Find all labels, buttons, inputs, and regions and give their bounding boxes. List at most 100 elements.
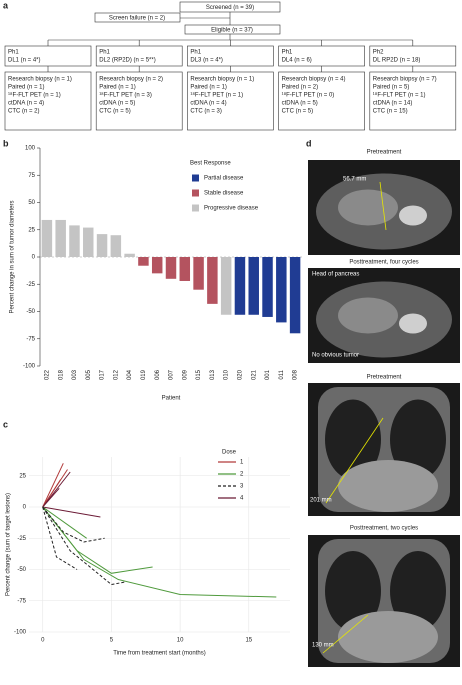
x-tick-label: 007 xyxy=(169,369,175,380)
x-tick-label: 009 xyxy=(182,369,188,380)
arm-detail: Paired (n = 1) xyxy=(190,85,227,91)
x-tick-label: 005 xyxy=(86,369,92,380)
line-series xyxy=(42,506,277,598)
ct-lung xyxy=(390,399,446,480)
arm-detail: ¹⁸F-FLT PET (n = 1) xyxy=(373,92,426,99)
arm-detail: ¹⁸F-FLT PET (n = 0) xyxy=(282,92,335,99)
bar xyxy=(220,257,232,315)
x-tick-label: 004 xyxy=(127,369,133,380)
y-tick-label: -100 xyxy=(14,630,27,636)
x-tick-label: 001 xyxy=(265,369,271,380)
bar xyxy=(276,257,287,323)
image-caption: Posttreatment, two cycles xyxy=(350,526,418,532)
box-text: Eligible (n = 37) xyxy=(211,28,253,34)
legend-swatch xyxy=(192,204,199,212)
box xyxy=(369,71,457,131)
arm-detail: ctDNA (n = 14) xyxy=(373,101,413,107)
x-tick-label: 006 xyxy=(155,369,161,380)
image-caption: Pretreatment xyxy=(367,375,402,381)
arm-detail: Research biopsy (n = 7) xyxy=(373,77,437,83)
x-tick-label: 017 xyxy=(100,369,106,380)
bar xyxy=(151,257,163,274)
y-tick-label: 75 xyxy=(28,173,35,179)
line-series xyxy=(42,506,101,518)
panel-label: c xyxy=(3,419,8,429)
legend-label: 4 xyxy=(240,496,244,502)
arm-phase: Ph1 xyxy=(190,50,201,56)
bar xyxy=(41,219,53,257)
bar xyxy=(69,225,80,257)
y-tick-label: 0 xyxy=(32,255,36,261)
bar xyxy=(289,257,301,334)
ct-lung xyxy=(325,551,381,631)
arm-phase: Ph1 xyxy=(8,50,19,56)
legend-swatch xyxy=(192,174,199,182)
x-tick-label: 15 xyxy=(245,638,252,644)
box xyxy=(95,71,183,131)
x-tick-label: 003 xyxy=(72,369,78,380)
arm-detail: Research biopsy (n = 2) xyxy=(99,77,163,83)
x-axis-label: Time from treatment start (months) xyxy=(113,651,205,657)
bar xyxy=(55,219,66,257)
bar xyxy=(207,257,218,304)
bar xyxy=(248,257,259,315)
arm-level: DL2 (RP2D) (n = 5**) xyxy=(99,58,156,64)
image-annotation: Head of pancreas xyxy=(312,272,359,278)
legend-label: Partial disease xyxy=(204,176,244,182)
ct-organ xyxy=(338,611,438,663)
arm-phase: Ph2 xyxy=(373,50,384,56)
arm-detail: Research biopsy (n = 1) xyxy=(190,77,254,83)
arm-detail: ctDNA (n = 5) xyxy=(282,101,318,107)
box xyxy=(278,71,365,131)
line-series xyxy=(42,463,64,508)
x-tick-label: 022 xyxy=(44,369,50,380)
y-tick-label: -75 xyxy=(17,598,26,604)
image-caption: Pretreatment xyxy=(367,150,402,156)
x-tick-label: 019 xyxy=(141,369,147,380)
line-series xyxy=(42,487,60,508)
bar xyxy=(138,257,149,266)
box-text: Screened (n = 39) xyxy=(206,5,254,11)
legend-label: 1 xyxy=(240,460,244,466)
x-tick-label: 10 xyxy=(177,638,184,644)
y-tick-label: 0 xyxy=(23,505,27,511)
arm-detail: ¹⁸F-FLT PET (n = 1) xyxy=(8,92,61,99)
line-series xyxy=(42,506,126,586)
arm-detail: Paired (n = 2) xyxy=(282,85,319,91)
legend-title: Best Response xyxy=(190,161,231,167)
arm-detail: ctDNA (n = 5) xyxy=(99,101,135,107)
arm-detail: Paired (n = 1) xyxy=(99,85,136,91)
x-tick-label: 018 xyxy=(58,369,64,380)
y-tick-label: 25 xyxy=(28,227,35,233)
arm-detail: CTC (n = 5) xyxy=(99,109,131,115)
ct-organ xyxy=(338,297,398,334)
x-tick-label: 0 xyxy=(41,638,45,644)
y-tick-label: -50 xyxy=(17,567,26,573)
box xyxy=(4,71,92,131)
x-tick-label: 012 xyxy=(113,369,119,380)
image-annotation: 56.7 mm xyxy=(343,177,366,183)
bar xyxy=(179,257,191,281)
x-tick-label: 5 xyxy=(110,638,114,644)
ct-organ xyxy=(399,205,427,226)
arm-detail: ¹⁸F-FLT PET (n = 3) xyxy=(99,92,152,99)
image-annotation: 130 mm xyxy=(312,643,334,649)
ct-organ xyxy=(338,189,398,226)
box-text: Screen failure (n = 2) xyxy=(109,16,165,22)
panel-label: b xyxy=(3,138,9,148)
y-tick-label: -75 xyxy=(26,336,35,342)
box xyxy=(187,71,274,131)
arm-detail: Paired (n = 5) xyxy=(373,85,410,91)
y-tick-label: 50 xyxy=(28,200,35,206)
bar xyxy=(165,257,177,279)
measure-line xyxy=(379,181,387,231)
image-caption: Posttreatment, four cycles xyxy=(349,260,418,266)
image-annotation: No obvious tumor xyxy=(312,353,359,359)
arm-detail: CTC (n = 5) xyxy=(282,109,314,115)
bar xyxy=(124,253,135,257)
box xyxy=(184,24,281,35)
ct-lung xyxy=(325,399,381,480)
x-tick-label: 015 xyxy=(196,369,202,380)
arm-phase: Ph1 xyxy=(99,50,110,56)
